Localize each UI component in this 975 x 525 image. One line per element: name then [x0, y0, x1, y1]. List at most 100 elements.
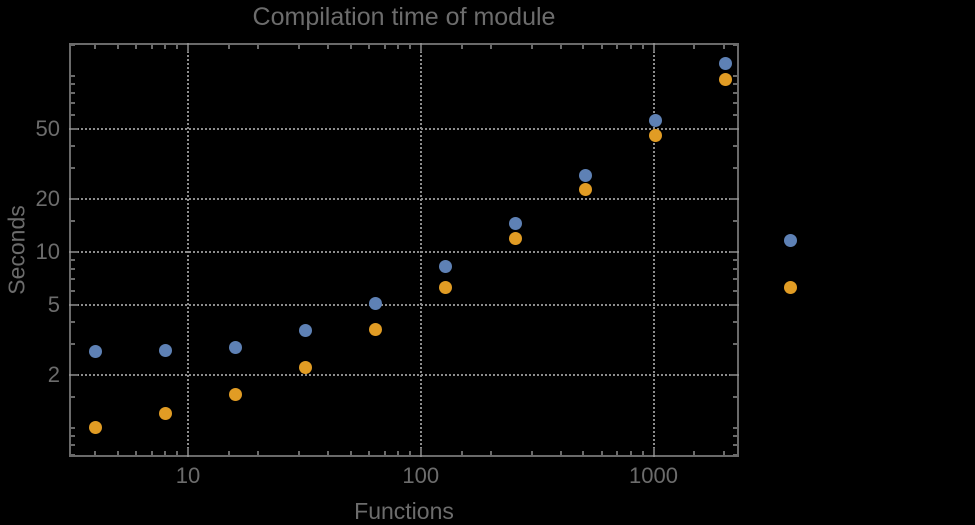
x-tick [164, 451, 167, 455]
data-point-series-1-blue [509, 217, 523, 231]
x-tick [135, 451, 138, 455]
gridline-y-20 [69, 197, 739, 200]
x-tick [94, 451, 97, 455]
y-tick [733, 258, 737, 261]
y-tick [71, 289, 75, 292]
y-tick-label: 20 [35, 185, 60, 211]
x-tick [582, 45, 585, 49]
x-tick [176, 45, 179, 49]
x-tick [383, 451, 386, 455]
y-tick [730, 127, 737, 130]
y-tick [71, 74, 75, 77]
y-tick [733, 113, 737, 116]
x-tick [349, 451, 352, 455]
chart-title: Compilation time of module [252, 3, 556, 31]
x-tick [116, 45, 119, 49]
y-tick [71, 443, 75, 446]
x-tick [460, 451, 463, 455]
x-tick [135, 45, 138, 49]
x-tick [652, 45, 655, 52]
y-tick [71, 277, 75, 280]
y-tick-label: 5 [47, 291, 60, 317]
y-axis-label: Seconds [3, 205, 30, 295]
x-tick [349, 45, 352, 49]
gridline-y-10 [69, 250, 739, 253]
data-point-series-2-orange [299, 360, 313, 374]
data-point-series-2-orange [229, 387, 243, 401]
y-tick [71, 395, 75, 398]
x-tick [409, 45, 412, 49]
gridline-y-5 [69, 303, 739, 306]
data-point-series-1-blue [579, 169, 593, 183]
data-point-series-1-blue [719, 57, 733, 71]
x-tick [530, 451, 533, 455]
x-tick [116, 451, 119, 455]
x-tick [397, 451, 400, 455]
y-tick [71, 44, 75, 46]
x-tick [368, 45, 371, 49]
x-tick [629, 45, 632, 49]
x-tick [652, 448, 655, 455]
data-point-series-2-orange [719, 72, 733, 86]
x-axis-label: Functions [354, 498, 454, 524]
y-tick [71, 113, 75, 116]
y-tick [71, 127, 78, 130]
x-tick [228, 45, 230, 49]
x-tick [616, 45, 619, 49]
y-tick [71, 342, 75, 345]
data-point-series-1-blue [369, 296, 383, 310]
y-tick [71, 197, 78, 200]
y-tick [71, 166, 75, 169]
y-tick [730, 373, 737, 376]
x-tick [419, 448, 422, 455]
y-tick [71, 267, 75, 270]
y-tick [733, 277, 737, 280]
y-tick [730, 250, 737, 253]
data-point-series-2-orange [579, 183, 593, 197]
gridline-x-1000 [652, 43, 655, 457]
y-tick [71, 144, 75, 147]
y-tick [733, 102, 737, 105]
gridline-y-50 [69, 127, 739, 130]
x-tick [327, 45, 330, 49]
x-tick [150, 45, 153, 49]
x-tick [94, 45, 97, 49]
y-tick [71, 83, 75, 85]
y-tick [733, 166, 737, 169]
y-tick [733, 342, 737, 345]
x-tick [460, 45, 463, 49]
x-tick [397, 45, 400, 49]
plot-frame [69, 43, 739, 457]
y-tick [71, 102, 75, 105]
x-tick [419, 45, 422, 52]
y-tick [733, 44, 737, 46]
x-tick [150, 451, 153, 455]
x-tick [559, 45, 562, 49]
y-tick-label: 2 [47, 361, 60, 387]
data-point-series-1-blue [649, 114, 663, 128]
y-tick [71, 434, 75, 437]
x-tick [298, 451, 301, 455]
x-tick [257, 451, 260, 455]
y-tick [733, 443, 737, 446]
y-tick [733, 267, 737, 270]
y-tick [733, 395, 737, 398]
x-tick [228, 451, 230, 455]
x-tick [722, 45, 725, 49]
x-tick [530, 45, 533, 49]
data-point-series-2-orange [369, 323, 383, 337]
y-tick [730, 197, 737, 200]
data-point-series-1-blue [439, 260, 453, 274]
x-tick [383, 45, 386, 49]
y-tick [733, 434, 737, 437]
y-tick [71, 258, 75, 261]
x-tick [489, 45, 492, 49]
y-tick [733, 453, 737, 456]
data-point-series-1-blue [88, 345, 102, 359]
x-tick [327, 451, 330, 455]
y-tick-label: 10 [35, 238, 60, 264]
y-tick-label: 50 [35, 115, 60, 141]
x-tick [489, 451, 492, 455]
y-tick [730, 303, 737, 306]
